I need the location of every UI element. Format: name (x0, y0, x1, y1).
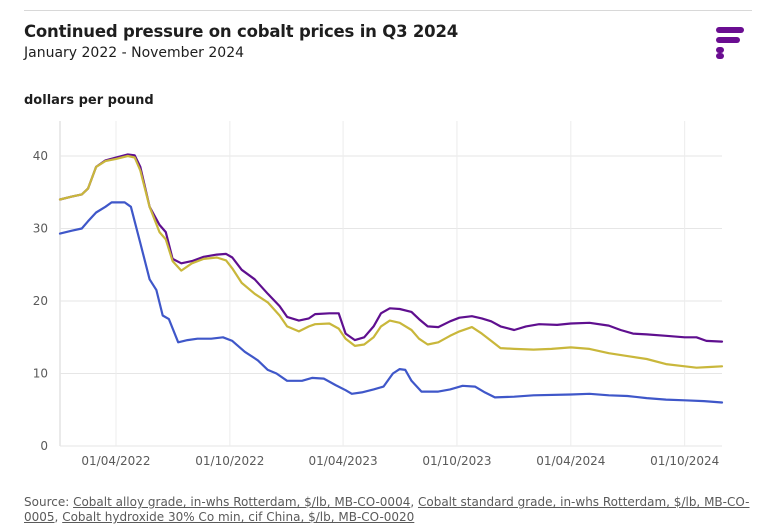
source-note: Source: Cobalt alloy grade, in-whs Rotte… (24, 495, 754, 525)
source-prefix: Source: (24, 495, 74, 509)
y-tick-label: 40 (33, 149, 48, 163)
y-tick-label: 20 (33, 294, 48, 308)
x-tick-label: 01/04/2022 (81, 454, 150, 468)
top-divider (24, 10, 752, 11)
source-link-standard[interactable]: Cobalt standard grade, in-whs Rotterdam,… (24, 495, 750, 524)
x-tick-label: 01/10/2023 (422, 454, 491, 468)
source-link-hydroxide[interactable]: Cobalt hydroxide 30% Co min, cif China, … (62, 510, 415, 524)
chart-subtitle: January 2022 - November 2024 (24, 45, 245, 61)
y-tick-label: 30 (33, 222, 48, 236)
y-axis-unit-label: dollars per pound (24, 93, 154, 108)
source-separator: , (54, 510, 63, 524)
brand-f-logo-icon (716, 27, 744, 59)
y-tick-label: 10 (33, 367, 48, 381)
source-link-alloy[interactable]: Cobalt alloy grade, in-whs Rotterdam, $/… (73, 495, 411, 509)
x-tick-label: 01/04/2023 (309, 454, 378, 468)
y-tick-label: 0 (40, 439, 48, 453)
x-tick-label: 01/10/2024 (650, 454, 719, 468)
series-line-1 (58, 153, 724, 343)
chart-title: Continued pressure on cobalt prices in Q… (24, 22, 459, 41)
x-tick-label: 01/10/2022 (195, 454, 264, 468)
source-separator: , (410, 495, 418, 509)
series-line-3 (58, 201, 724, 404)
series-line-2 (58, 154, 724, 369)
x-tick-label: 01/04/2024 (536, 454, 605, 468)
